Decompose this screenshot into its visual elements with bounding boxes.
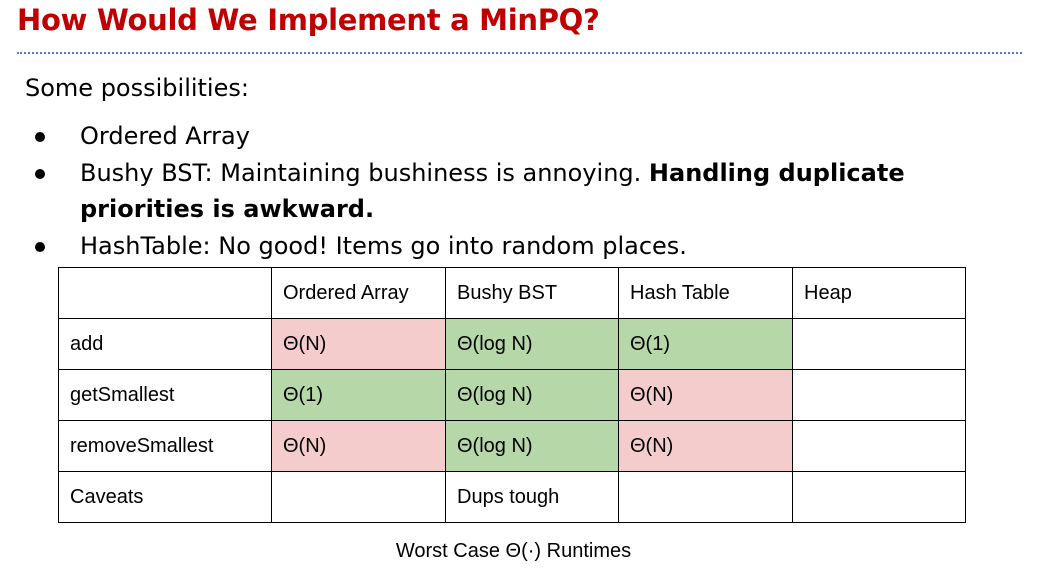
row-label-add: add xyxy=(58,318,272,370)
cell-ordered-array-caveats xyxy=(271,471,446,523)
cell-ordered-array-add: Θ(N) xyxy=(271,318,446,370)
cell-bushy-bst-get-smallest: Θ(log N) xyxy=(445,369,619,421)
cell-heap-add xyxy=(792,318,966,370)
header-cell-corner xyxy=(58,267,272,319)
bullet-text: HashTable: No good! Items go into random… xyxy=(80,231,687,260)
cell-hash-table-get-smallest: Θ(N) xyxy=(618,369,793,421)
table-row: getSmallest Θ(1) Θ(log N) Θ(N) xyxy=(58,369,966,421)
table-row: add Θ(N) Θ(log N) Θ(1) xyxy=(58,318,966,370)
cell-ordered-array-get-smallest: Θ(1) xyxy=(271,369,446,421)
cell-hash-table-caveats xyxy=(618,471,793,523)
bullet-bushy-bst: Bushy BST: Maintaining bushiness is anno… xyxy=(0,155,1045,228)
bullet-ordered-array: Ordered Array xyxy=(0,118,1045,155)
cell-hash-table-add: Θ(1) xyxy=(618,318,793,370)
bullet-dot-icon xyxy=(35,132,45,142)
bullet-text: Ordered Array xyxy=(80,122,250,150)
table-row: removeSmallest Θ(N) Θ(log N) Θ(N) xyxy=(58,420,966,472)
row-label-get-smallest: getSmallest xyxy=(58,369,272,421)
bullet-dot-icon xyxy=(35,241,45,252)
cell-heap-remove-smallest xyxy=(792,420,966,472)
header-cell-ordered-array: Ordered Array xyxy=(271,267,446,319)
header-cell-heap: Heap xyxy=(792,267,966,319)
title-divider xyxy=(17,52,1022,54)
cell-heap-caveats xyxy=(792,471,966,523)
table-caption: Worst Case Θ(·) Runtimes xyxy=(395,540,632,562)
header-cell-hash-table: Hash Table xyxy=(618,267,793,319)
cell-heap-get-smallest xyxy=(792,369,966,421)
bullet-emphasis: Handling duplicate priorities is awkward… xyxy=(80,158,905,224)
runtime-table: Ordered Array Bushy BST Hash Table Heap … xyxy=(58,267,966,523)
table-row: Caveats Dups tough xyxy=(58,471,966,523)
cell-ordered-array-remove-smallest: Θ(N) xyxy=(271,420,446,472)
row-label-caveats: Caveats xyxy=(58,471,272,523)
bullet-dot-icon xyxy=(35,168,45,179)
bullet-text: Bushy BST: Maintaining bushiness is anno… xyxy=(80,158,649,187)
row-label-remove-smallest: removeSmallest xyxy=(58,420,272,472)
cell-hash-table-remove-smallest: Θ(N) xyxy=(618,420,793,472)
header-cell-bushy-bst: Bushy BST xyxy=(445,267,619,319)
intro-text: Some possibilities: xyxy=(25,74,249,102)
cell-bushy-bst-remove-smallest: Θ(log N) xyxy=(445,420,619,472)
bullet-hashtable: HashTable: No good! Items go into random… xyxy=(0,228,1045,265)
cell-bushy-bst-caveats: Dups tough xyxy=(445,471,619,523)
cell-bushy-bst-add: Θ(log N) xyxy=(445,318,619,370)
table-header-row: Ordered Array Bushy BST Hash Table Heap xyxy=(58,267,966,319)
slide-title: How Would We Implement a MinPQ? xyxy=(17,3,600,37)
possibilities-list: Ordered Array Bushy BST: Maintaining bus… xyxy=(0,118,1045,264)
